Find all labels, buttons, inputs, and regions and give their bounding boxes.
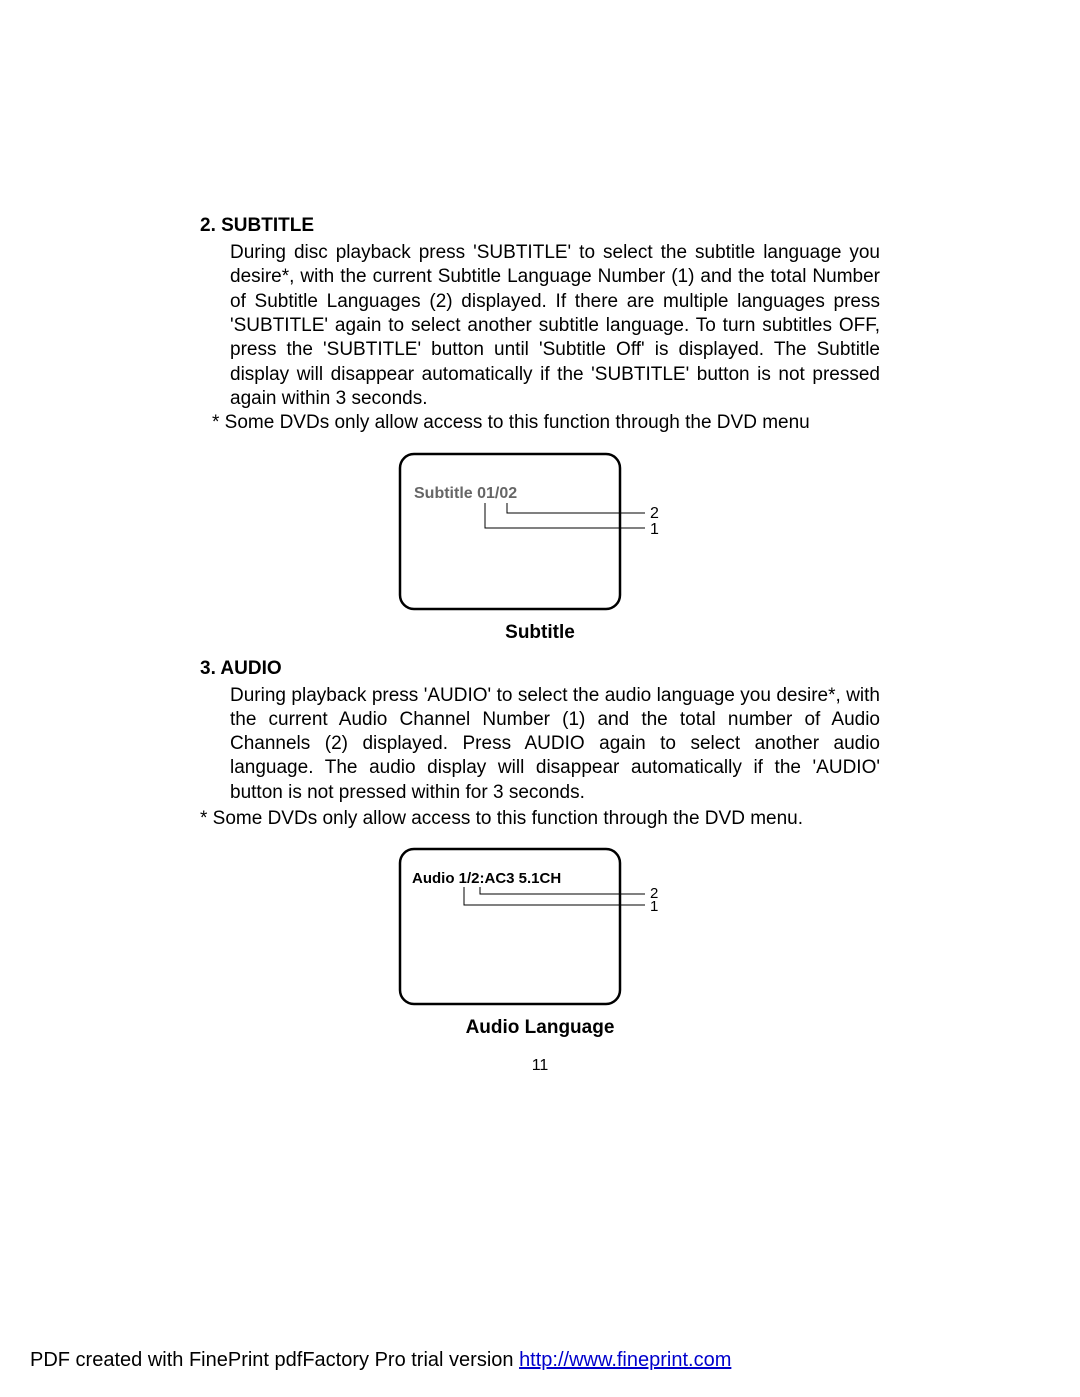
section-heading-subtitle: 2. SUBTITLE [200, 215, 880, 237]
callout-label-1: 1 [650, 521, 659, 538]
section-note-audio: * Some DVDs only allow access to this fu… [200, 807, 880, 831]
osd-screen-rect [400, 454, 620, 609]
figure-subtitle: Subtitle 01/02 2 1 Subtitle [200, 446, 880, 644]
callout-label-2: 2 [650, 505, 659, 522]
section-note-subtitle: * Some DVDs only allow access to this fu… [212, 411, 880, 435]
section-body-subtitle: During disc playback press 'SUBTITLE' to… [230, 241, 880, 411]
figure-audio: Audio 1/2:AC3 5.1CH 2 1 Audio Language [200, 841, 880, 1039]
footer-text: PDF created with FinePrint pdfFactory Pr… [30, 1349, 519, 1371]
section-body-audio: During playback press 'AUDIO' to select … [230, 684, 880, 806]
page-number: 11 [200, 1057, 880, 1075]
footer-link[interactable]: http://www.fineprint.com [519, 1349, 731, 1371]
callout-label-a1: 1 [650, 898, 658, 915]
page-content: 2. SUBTITLE During disc playback press '… [200, 215, 880, 1075]
osd-text-audio: Audio 1/2:AC3 5.1CH [412, 870, 561, 887]
section-heading-audio: 3. AUDIO [200, 658, 880, 680]
footer: PDF created with FinePrint pdfFactory Pr… [30, 1349, 731, 1372]
figure-caption-audio: Audio Language [200, 1017, 880, 1039]
osd-text-subtitle: Subtitle 01/02 [414, 485, 517, 502]
figure-caption-subtitle: Subtitle [200, 622, 880, 644]
